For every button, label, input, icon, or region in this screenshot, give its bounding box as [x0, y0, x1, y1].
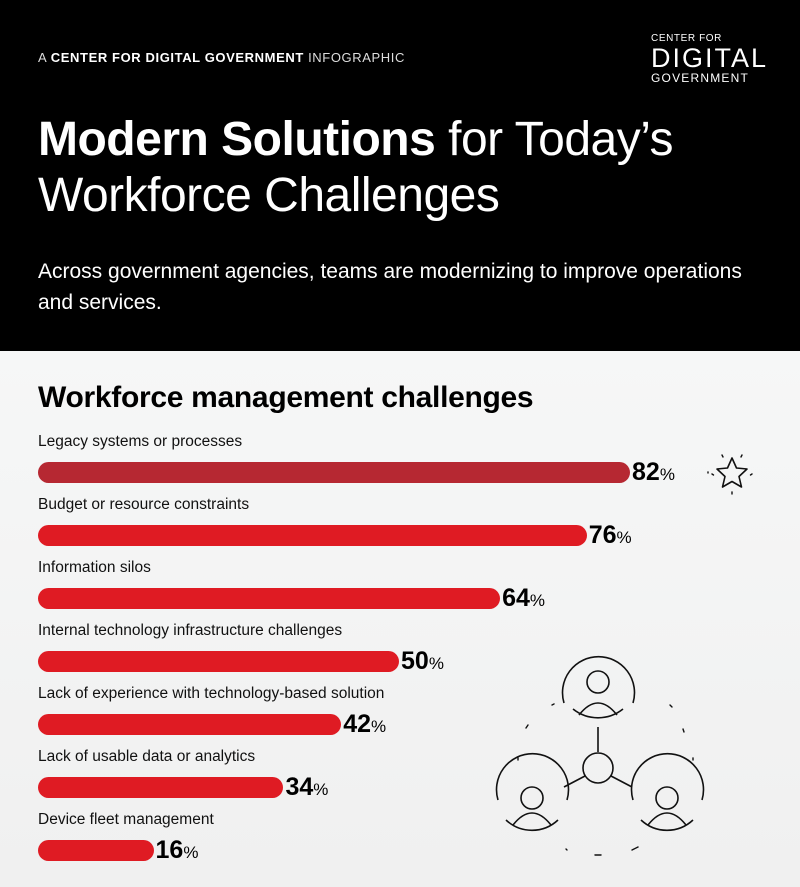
value-unit: %: [371, 716, 387, 736]
bar-line: 42%: [38, 709, 387, 738]
value-unit: %: [616, 527, 632, 547]
logo-line-3: GOVERNMENT: [651, 71, 750, 85]
bar: [38, 650, 399, 672]
chart-row: Budget or resource constraints 76%: [38, 496, 632, 549]
bar-label: Lack of usable data or analytics: [38, 748, 256, 765]
bar: [38, 587, 501, 609]
bar-value: 16%: [155, 835, 199, 864]
kicker-text: A CENTER FOR DIGITAL GOVERNMENT INFOGRAP…: [38, 50, 405, 65]
chart-title: Workforce management challenges: [38, 381, 534, 414]
bar-value: 76%: [588, 520, 632, 549]
value-unit: %: [183, 842, 199, 862]
logo-line-2: DIGITAL: [651, 43, 769, 73]
value-number: 50: [401, 646, 429, 675]
bar-line: 16%: [38, 835, 214, 864]
bar-value: 42%: [343, 709, 387, 738]
value-unit: %: [529, 590, 546, 610]
page-title: Modern Solutions for Today’s Workforce C…: [38, 112, 674, 224]
bar-label: Internal technology infrastructure chall…: [38, 622, 343, 639]
bar: [38, 461, 631, 483]
bar-line: 50%: [38, 646, 444, 675]
chart-row: Internal technology infrastructure chall…: [38, 622, 444, 675]
bar-line: 76%: [38, 520, 632, 549]
title-light-2: Workforce Challenges: [38, 169, 500, 222]
kicker-suffix: INFOGRAPHIC: [308, 50, 405, 65]
bar-label: Information silos: [38, 559, 151, 576]
kicker-org: CENTER FOR DIGITAL GOVERNMENT: [50, 50, 304, 65]
bar-line: 82%: [38, 457, 675, 486]
value-unit: %: [659, 464, 675, 484]
bar-label: Budget or resource constraints: [38, 496, 250, 513]
bar: [38, 713, 342, 735]
star-icon: [707, 454, 753, 495]
chart-row: Lack of usable data or analytics 34%: [38, 748, 329, 801]
value-number: 34: [285, 772, 314, 801]
bar-label: Legacy systems or processes: [38, 433, 243, 450]
bar-value: 50%: [401, 646, 444, 675]
bar-label: Device fleet management: [38, 811, 214, 828]
value-number: 82: [632, 457, 660, 486]
page-subtitle: Across government agencies, teams are mo…: [38, 260, 742, 314]
bar-line: 64%: [38, 583, 546, 612]
bar-value: 64%: [502, 583, 546, 612]
value-number: 64: [502, 583, 530, 612]
kicker-prefix: A: [38, 50, 47, 65]
connected-people-icon: [495, 656, 705, 856]
value-number: 76: [588, 520, 617, 549]
logo-line-1: CENTER FOR: [651, 33, 722, 44]
chart-section: Workforce management challenges Legacy s…: [0, 351, 800, 887]
title-bold: Modern Solutions: [38, 113, 436, 166]
bar-value: 34%: [285, 772, 329, 801]
bar: [38, 776, 284, 798]
bar-line: 34%: [38, 772, 329, 801]
header-section: A CENTER FOR DIGITAL GOVERNMENT INFOGRAP…: [0, 0, 800, 351]
chart-row: Lack of experience with technology-based…: [38, 685, 387, 738]
chart-row: Device fleet management 16%: [38, 811, 214, 864]
bar: [38, 524, 587, 546]
chart-row: Legacy systems or processes 82%: [38, 433, 675, 486]
value-number: 16: [155, 835, 184, 864]
value-unit: %: [428, 653, 444, 673]
value-number: 42: [343, 709, 372, 738]
bar: [38, 839, 154, 861]
chart-row: Information silos 64%: [38, 559, 546, 612]
bar-value: 82%: [632, 457, 675, 486]
title-light-1: for Today’s: [435, 113, 674, 166]
bar-label: Lack of experience with technology-based…: [38, 685, 385, 702]
cdg-logo: CENTER FOR DIGITAL GOVERNMENT: [651, 33, 769, 85]
value-unit: %: [313, 779, 329, 799]
